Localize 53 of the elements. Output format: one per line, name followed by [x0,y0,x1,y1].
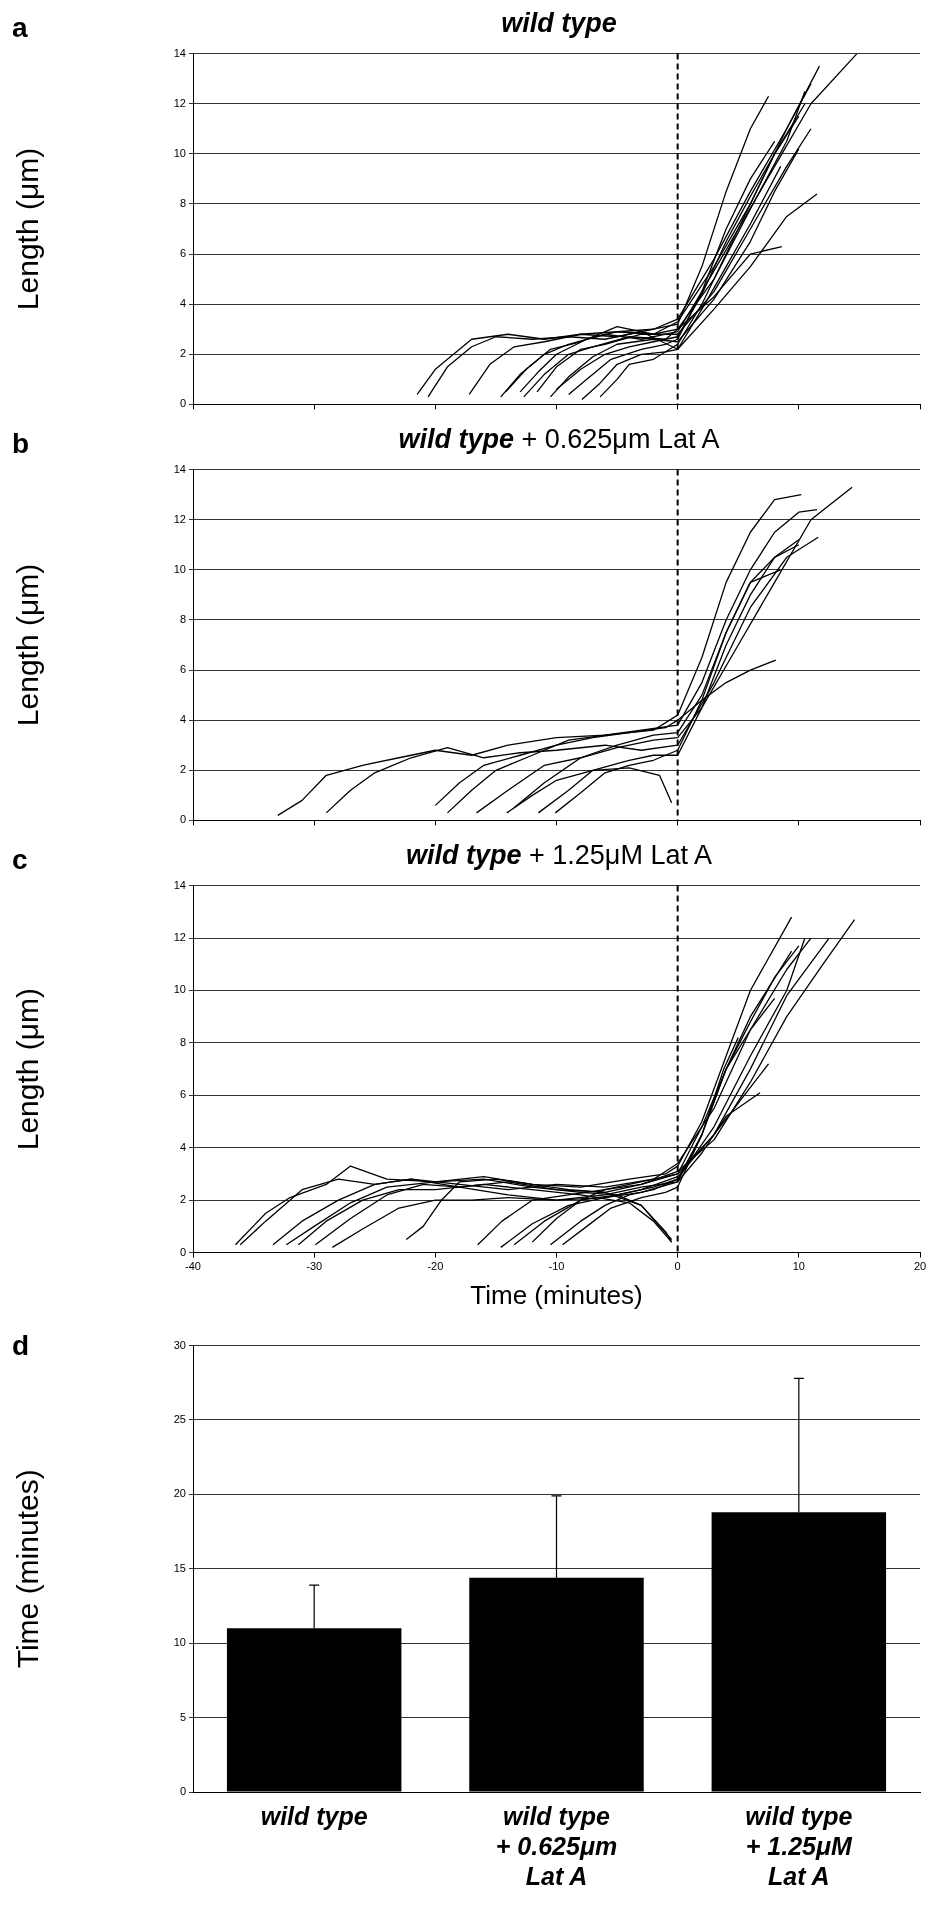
chart-title: wild type [501,8,617,38]
x-tick-label: wild type + 0.625μm Lat A [495,1801,618,1890]
x-tick-label: -30 [306,1260,323,1273]
y-tick-label: 8 [179,196,186,209]
y-axis-title: Time (minutes) [11,1469,45,1669]
chart-title: wild type + 0.625μm Lat A [398,424,720,454]
y-tick-label: 2 [179,347,186,360]
x-tick-label: 0 [674,1260,681,1273]
x-tick-label: 20 [913,1260,927,1273]
x-axis-title: Time (minutes) [470,1279,643,1310]
y-tick-label: 0 [179,1785,186,1798]
y-tick-label: 10 [173,983,186,996]
y-axis-title: Length (μm) [11,563,45,727]
text: a [12,12,28,44]
y-tick-label: 10 [173,562,186,575]
y-tick-label: 20 [173,1487,186,1500]
text: d [12,1330,30,1362]
y-tick-label: 12 [173,512,186,525]
x-tick-label: wild type + 1.25μM Lat A [745,1801,854,1890]
y-tick-label: 2 [179,763,186,776]
y-tick-label: 30 [173,1338,186,1351]
y-tick-label: 12 [173,96,186,109]
y-tick-label: 14 [173,46,186,59]
y-tick-label: 14 [173,878,186,891]
y-tick-label: 8 [179,1035,186,1048]
y-tick-label: 5 [179,1710,186,1723]
x-tick-label: -40 [185,1260,201,1273]
x-tick-label: wild type [260,1801,368,1830]
y-tick-label: 0 [179,397,186,410]
y-tick-label: 0 [179,1245,186,1258]
y-tick-label: 10 [173,1636,186,1649]
y-tick-label: 4 [179,713,186,726]
y-tick-label: 10 [173,146,186,159]
y-tick-label: 14 [173,462,186,475]
y-tick-label: 4 [179,297,186,310]
y-axis-title: Length (μm) [11,987,45,1151]
chart-title: wild type + 1.25μM Lat A [406,840,712,870]
x-tick-label: 10 [792,1260,805,1273]
y-tick-label: 15 [173,1561,186,1574]
y-tick-label: 12 [173,931,186,944]
y-axis-title: Length (μm) [11,147,45,311]
y-tick-label: 6 [179,663,186,676]
y-tick-label: 4 [179,1140,186,1153]
y-tick-label: 8 [179,612,186,625]
text: b [12,428,30,460]
y-tick-label: 25 [173,1413,186,1426]
x-tick-label: -20 [427,1260,444,1273]
x-tick-label: -10 [548,1260,565,1273]
y-tick-label: 6 [179,1088,186,1101]
y-tick-label: 2 [179,1193,186,1206]
y-tick-label: 6 [179,247,186,260]
text: c [12,844,28,876]
y-tick-label: 0 [179,813,186,826]
